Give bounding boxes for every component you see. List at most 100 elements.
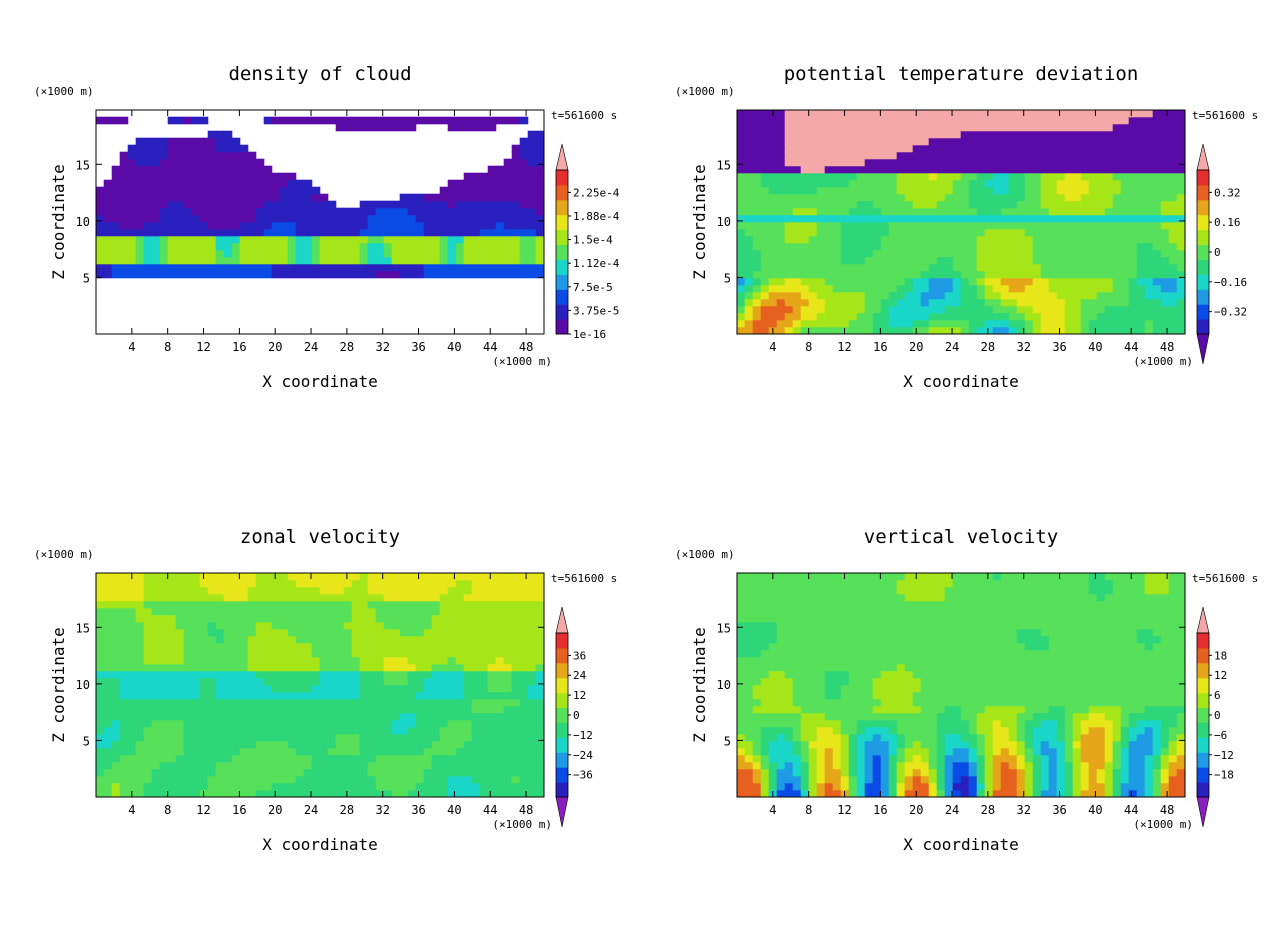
heatmap-cell [224, 194, 233, 202]
heatmap-cell [929, 264, 938, 272]
heatmap-cell [112, 229, 121, 237]
heatmap-cell [376, 643, 385, 651]
heatmap-cell [392, 229, 401, 237]
heatmap-cell [881, 243, 890, 251]
heatmap-cell [1137, 166, 1146, 174]
heatmap-cell [320, 741, 329, 749]
heatmap-cell [400, 601, 409, 609]
heatmap-cell [264, 671, 273, 679]
heatmap-cell [368, 755, 377, 763]
heatmap-cell [424, 734, 433, 742]
heatmap-cell [785, 727, 794, 735]
heatmap-cell [1169, 187, 1178, 195]
heatmap-cell [424, 629, 433, 637]
heatmap-cell [96, 194, 105, 202]
heatmap-cell [769, 713, 778, 721]
heatmap-cell [488, 671, 497, 679]
heatmap-cell [1049, 320, 1058, 328]
heatmap-cell [1049, 159, 1058, 167]
heatmap-cell [881, 131, 890, 139]
heatmap-cell [1081, 278, 1090, 286]
heatmap-cell [160, 159, 169, 167]
heatmap-cell [1033, 110, 1042, 118]
heatmap-cell [1153, 187, 1162, 195]
heatmap-cell [921, 313, 930, 321]
heatmap-cell [961, 208, 970, 216]
heatmap-cell [240, 664, 249, 672]
heatmap-cell [785, 117, 794, 125]
heatmap-cell [1041, 131, 1050, 139]
heatmap-cell [472, 706, 481, 714]
heatmap-cell [745, 594, 754, 602]
heatmap-cell [152, 678, 161, 686]
heatmap-cell [120, 783, 129, 791]
heatmap-cell [1089, 173, 1098, 181]
x-tick-label: 4 [128, 803, 135, 817]
chart-title: potential temperature deviation [784, 63, 1139, 85]
heatmap-cell [809, 173, 818, 181]
heatmap-cell [256, 629, 265, 637]
heatmap-cell [889, 327, 898, 335]
heatmap-cell [913, 271, 922, 279]
heatmap-cell [1105, 145, 1114, 153]
heatmap-cell [408, 629, 417, 637]
heatmap-cell [512, 741, 521, 749]
heatmap-cell [1025, 222, 1034, 230]
heatmap-cell [929, 271, 938, 279]
heatmap-cell [1041, 229, 1050, 237]
heatmap-cell [809, 271, 818, 279]
heatmap-cell [336, 657, 345, 665]
heatmap-cell [1129, 208, 1138, 216]
heatmap-cell [136, 657, 145, 665]
heatmap-cell [336, 706, 345, 714]
heatmap-cell [480, 594, 489, 602]
heatmap-cell [1001, 292, 1010, 300]
heatmap-cell [1113, 194, 1122, 202]
heatmap-cell [1097, 327, 1106, 335]
heatmap-cell [480, 236, 489, 244]
colorbar-swatch [556, 678, 568, 693]
heatmap-cell [1041, 320, 1050, 328]
heatmap-cell [264, 776, 273, 784]
heatmap-cell [737, 573, 746, 581]
heatmap-cell [881, 229, 890, 237]
heatmap-cell [929, 236, 938, 244]
heatmap-cell [1041, 278, 1050, 286]
heatmap-cell [96, 727, 105, 735]
heatmap-cell [176, 790, 185, 798]
heatmap-cell [160, 257, 169, 265]
heatmap-cell [528, 692, 537, 700]
heatmap-cell [1097, 320, 1106, 328]
heatmap-cell [104, 755, 113, 763]
heatmap-cell [929, 201, 938, 209]
heatmap-cell [192, 580, 201, 588]
heatmap-cell [280, 215, 289, 223]
heatmap-cell [1113, 152, 1122, 160]
heatmap-cell [769, 657, 778, 665]
x-tick-label: 24 [945, 340, 959, 354]
heatmap-cell [416, 194, 425, 202]
heatmap-cell [96, 643, 105, 651]
heatmap-cell [120, 180, 129, 188]
heatmap-cell [480, 678, 489, 686]
heatmap-cell [496, 727, 505, 735]
heatmap-cell [336, 790, 345, 798]
heatmap-cell [480, 117, 489, 125]
heatmap-cell [320, 636, 329, 644]
heatmap-cell [961, 236, 970, 244]
heatmap-cell [1129, 264, 1138, 272]
heatmap-cell [1129, 278, 1138, 286]
heatmap-cell [136, 187, 145, 195]
heatmap-cell [288, 215, 297, 223]
heatmap-cell [256, 650, 265, 658]
heatmap-cell [737, 110, 746, 118]
heatmap-cell [1089, 208, 1098, 216]
heatmap-cell [152, 629, 161, 637]
heatmap-cell [1081, 243, 1090, 251]
heatmap-cell [328, 776, 337, 784]
heatmap-cell [216, 594, 225, 602]
heatmap-cell [801, 208, 810, 216]
heatmap-cell [1161, 278, 1170, 286]
heatmap-cell [504, 657, 513, 665]
heatmap-cell [200, 208, 209, 216]
